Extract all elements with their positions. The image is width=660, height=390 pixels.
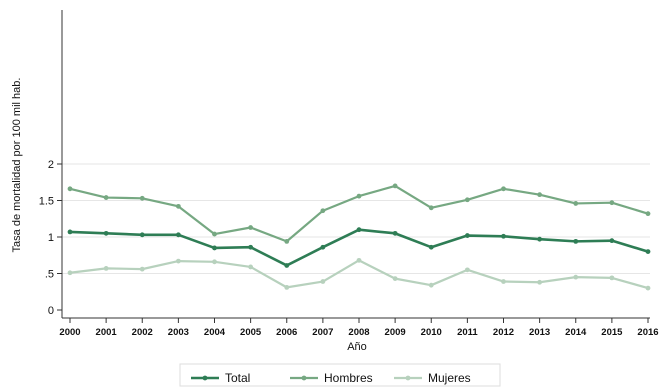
data-point-hombres (212, 231, 217, 237)
data-point-total (573, 238, 579, 244)
data-series (67, 183, 651, 291)
x-tick-label: 2014 (565, 327, 587, 338)
series-total (67, 227, 651, 268)
data-point-mujeres (212, 259, 217, 265)
x-tick-label: 2009 (385, 327, 406, 338)
y-ticks: 0 .5 1 1.5 2 (39, 159, 62, 317)
y-tick-label: .5 (45, 269, 54, 281)
data-point-mujeres (501, 279, 506, 284)
data-point-mujeres (464, 267, 470, 273)
data-point-hombres (428, 205, 434, 211)
data-point-mujeres (248, 264, 254, 270)
data-point-total (609, 238, 615, 244)
data-point-mujeres (609, 275, 615, 281)
data-point-total (356, 227, 362, 233)
data-point-hombres (67, 186, 73, 192)
data-point-hombres (537, 192, 543, 198)
data-point-total (428, 244, 434, 250)
data-point-hombres (392, 183, 398, 189)
data-point-total (284, 263, 290, 268)
data-point-total (139, 232, 145, 238)
legend: Total Hombres Mujeres (179, 363, 501, 387)
data-point-mujeres (645, 285, 651, 291)
legend-item-mujeres: Mujeres (394, 371, 471, 385)
data-point-total (392, 230, 398, 236)
legend-label-hombres: Hombres (324, 371, 373, 385)
data-point-total (103, 230, 109, 236)
y-tick-label: 0 (48, 305, 54, 317)
data-point-hombres (320, 208, 326, 214)
data-point-hombres (356, 193, 362, 199)
data-point-hombres (573, 201, 579, 206)
data-point-total (501, 233, 506, 239)
data-point-mujeres (67, 270, 73, 276)
x-tick-label: 2011 (457, 327, 478, 338)
x-ticks: 2000 2001 2002 2003 2004 2005 2006 2007 2008 2009… (59, 318, 659, 338)
data-point-total (537, 236, 543, 242)
data-point-mujeres (356, 257, 362, 263)
x-tick-label: 2008 (348, 327, 369, 338)
data-point-mujeres (175, 258, 181, 264)
x-tick-label: 2007 (312, 327, 333, 338)
data-point-hombres (248, 225, 254, 230)
x-tick-label: 2006 (276, 327, 297, 338)
legend-item-hombres: Hombres (290, 371, 373, 385)
series-line-mujeres (69, 259, 649, 290)
data-point-mujeres (537, 279, 543, 285)
x-axis-title: Año (347, 341, 367, 353)
legend-marker-total (202, 375, 208, 381)
data-point-mujeres (573, 274, 579, 280)
data-point-hombres (103, 195, 109, 200)
x-tick-label: 2012 (493, 327, 514, 338)
data-point-mujeres (392, 276, 398, 282)
data-point-total (67, 229, 73, 235)
series-hombres (67, 183, 651, 244)
data-point-mujeres (139, 266, 145, 272)
data-point-hombres (175, 203, 181, 209)
x-tick-label: 2016 (637, 327, 658, 338)
x-tick-label: 2005 (240, 327, 262, 338)
y-tick-label: 2 (48, 159, 54, 171)
data-point-hombres (501, 186, 506, 192)
x-tick-label: 2002 (132, 327, 153, 338)
data-point-mujeres (320, 279, 326, 284)
series-mujeres (67, 257, 651, 291)
legend-marker-mujeres (405, 375, 411, 381)
data-point-total (212, 245, 217, 251)
legend-label-mujeres: Mujeres (428, 371, 471, 385)
legend-item-total: Total (191, 371, 250, 385)
legend-marker-hombres (301, 375, 307, 381)
data-point-mujeres (284, 284, 290, 290)
y-axis-title: Tasa de mortalidad por 100 mil hab. (11, 78, 23, 253)
x-tick-label: 2013 (529, 327, 550, 338)
data-point-hombres (609, 200, 615, 206)
data-point-hombres (464, 197, 470, 203)
x-tick-label: 2010 (421, 327, 442, 338)
y-tick-label: 1 (48, 232, 54, 244)
gridlines (62, 163, 650, 274)
data-point-hombres (645, 211, 651, 217)
data-point-hombres (284, 238, 290, 244)
x-tick-label: 2004 (204, 327, 226, 338)
data-point-total (175, 232, 181, 238)
legend-label-total: Total (225, 371, 250, 385)
x-tick-label: 2015 (601, 327, 623, 338)
data-point-hombres (139, 195, 145, 201)
x-tick-label: 2001 (96, 327, 118, 338)
data-point-total (248, 244, 254, 250)
x-tick-label: 2000 (59, 327, 80, 338)
data-point-total (464, 233, 470, 238)
data-point-mujeres (103, 265, 109, 271)
legend-box (179, 363, 501, 387)
x-tick-label: 2003 (168, 327, 189, 338)
y-tick-label: 1.5 (39, 196, 54, 208)
data-point-mujeres (428, 282, 434, 288)
data-point-total (320, 244, 326, 250)
data-point-total (645, 249, 651, 255)
